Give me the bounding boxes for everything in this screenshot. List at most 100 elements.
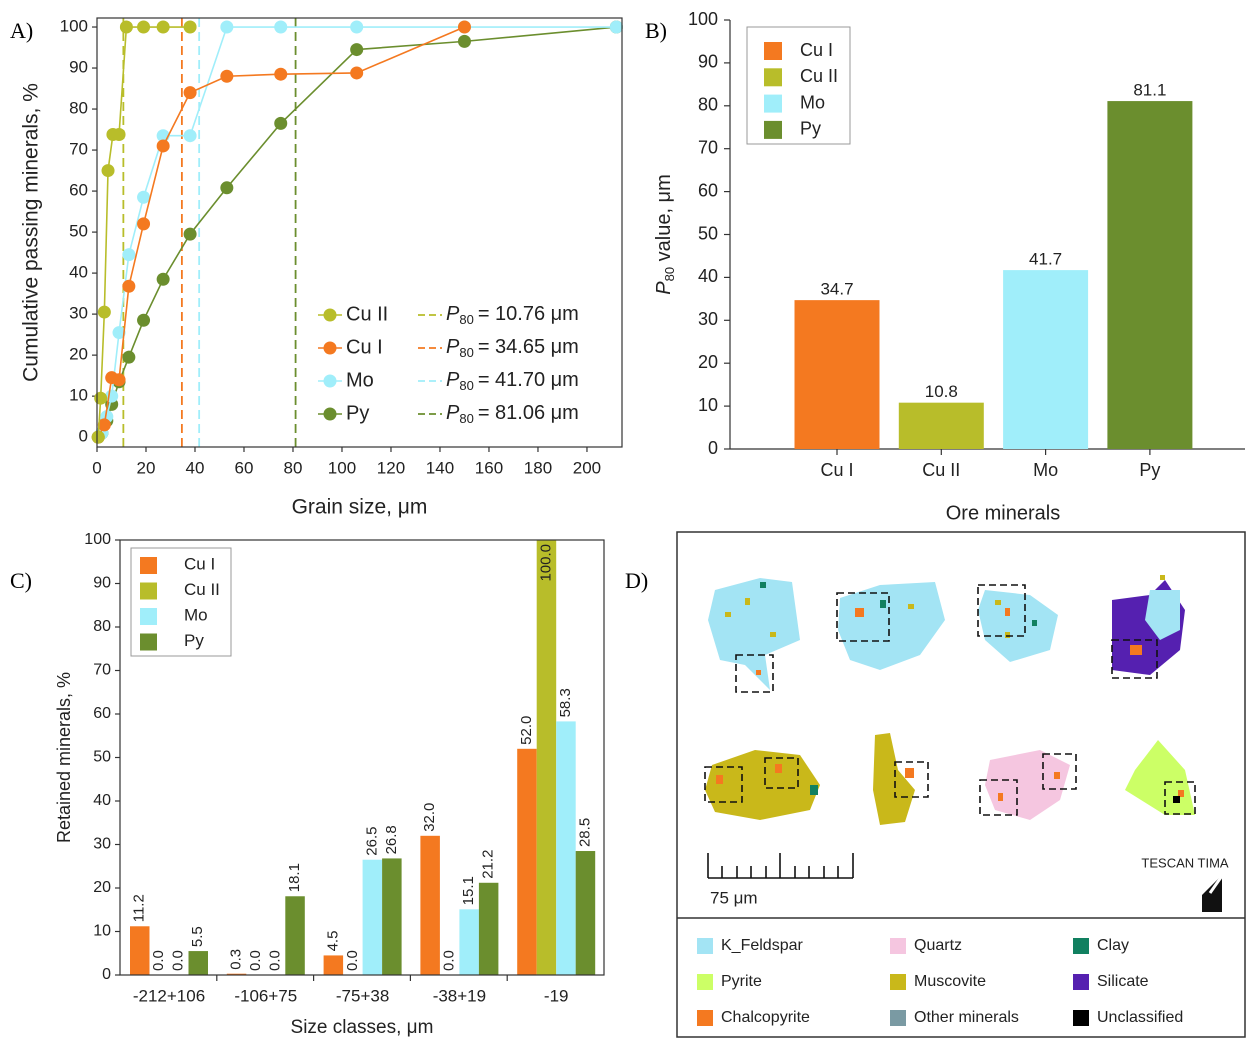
point xyxy=(120,21,133,34)
y-tick-label: 40 xyxy=(93,792,111,809)
x-tick-label: 180 xyxy=(524,458,552,477)
legend-marker xyxy=(324,342,337,355)
point xyxy=(122,280,135,293)
legend-swatch xyxy=(1073,1010,1089,1026)
y-tick-label: 100 xyxy=(84,531,111,548)
legend-swatch xyxy=(697,1010,713,1026)
y-tick-label: 50 xyxy=(93,749,111,766)
value-label: 32.0 xyxy=(421,803,438,832)
x-axis-label: Ore minerals xyxy=(946,502,1060,524)
y-tick-label: 90 xyxy=(698,52,718,72)
point xyxy=(184,228,197,241)
value-label: 0.0 xyxy=(247,950,264,971)
panel-label: B) xyxy=(645,18,667,43)
value-label: 81.1 xyxy=(1133,81,1166,100)
figure: D) 75 μm TESCAN TIMA A)01020304050607080… xyxy=(0,0,1247,1039)
point xyxy=(94,392,107,405)
point xyxy=(458,35,471,48)
x-tick-label: 120 xyxy=(377,458,405,477)
legend-label: Quartz xyxy=(914,937,962,954)
value-label: 0.0 xyxy=(150,950,167,971)
legend-label: Chalcopyrite xyxy=(721,1009,810,1026)
point xyxy=(122,248,135,261)
y-tick-label: 30 xyxy=(93,836,111,853)
y-tick-label: 30 xyxy=(698,309,718,329)
p80-value: = 34.65 μm xyxy=(478,336,579,358)
panel-label: C) xyxy=(10,568,32,593)
legend-label: Py xyxy=(184,631,204,650)
scale-label: 75 μm xyxy=(710,888,758,907)
p-symbol: P xyxy=(446,369,460,391)
y-tick-label: 70 xyxy=(698,137,718,157)
y-tick-label: 0 xyxy=(102,966,111,983)
y-tick-label: 50 xyxy=(69,222,88,241)
y-tick-label: 40 xyxy=(698,266,718,286)
legend-swatch xyxy=(140,557,157,574)
y-tick-label: 30 xyxy=(69,304,88,323)
legend-label: Unclassified xyxy=(1097,1009,1183,1026)
point xyxy=(184,129,197,142)
point xyxy=(458,21,471,34)
y-tick-label: 10 xyxy=(69,386,88,405)
value-label: 4.5 xyxy=(324,931,341,952)
bar xyxy=(537,540,557,975)
x-tick-label: -19 xyxy=(544,986,569,1005)
p-symbol: P xyxy=(446,402,460,424)
panel-label: D) xyxy=(625,568,648,593)
x-tick-label: Cu I xyxy=(820,460,853,480)
bar xyxy=(517,749,537,975)
legend-label: Clay xyxy=(1097,937,1129,954)
y-axis-label: P80 value, μm xyxy=(653,174,677,294)
legend-label: P80= 81.06 μm xyxy=(446,402,579,426)
p80-value: = 81.06 μm xyxy=(478,402,579,424)
legend-swatch xyxy=(697,974,713,990)
x-tick-label: 0 xyxy=(92,458,101,477)
y-tick-label: 80 xyxy=(69,99,88,118)
legend-swatch xyxy=(1073,938,1089,954)
y-tick-label: 20 xyxy=(69,345,88,364)
legend-label: Pyrite xyxy=(721,973,762,990)
p80-value: = 10.76 μm xyxy=(478,303,579,325)
brand: TESCAN TIMA xyxy=(1141,855,1228,870)
panel-label: A) xyxy=(10,18,33,43)
point xyxy=(610,21,623,34)
y-tick-label: 90 xyxy=(93,575,111,592)
x-tick-label: 20 xyxy=(137,458,156,477)
inclusion xyxy=(1173,796,1180,803)
point xyxy=(113,373,126,386)
value-label: 34.7 xyxy=(820,280,853,299)
legend-swatch xyxy=(764,95,782,113)
point xyxy=(157,21,170,34)
p-symbol: P xyxy=(653,281,675,295)
x-tick-label: 40 xyxy=(186,458,205,477)
bar xyxy=(1107,101,1192,449)
point xyxy=(350,66,363,79)
point xyxy=(102,164,115,177)
point xyxy=(274,68,287,81)
y-tick-label: 40 xyxy=(69,263,88,282)
x-tick-label: 140 xyxy=(426,458,454,477)
x-axis-label: Grain size, μm xyxy=(292,496,428,519)
legend-marker xyxy=(324,408,337,421)
y-tick-label: 70 xyxy=(69,140,88,159)
legend-swatch xyxy=(890,938,906,954)
value-label: 15.1 xyxy=(460,876,477,905)
p-symbol: P xyxy=(446,303,460,325)
series-line xyxy=(98,27,464,437)
bar xyxy=(130,926,150,975)
p80-value: = 41.70 μm xyxy=(478,369,579,391)
legend-label: Mo xyxy=(184,605,208,624)
p-subscript: 80 xyxy=(459,345,473,360)
value-label: 18.1 xyxy=(286,863,303,892)
point xyxy=(122,351,135,364)
x-tick-label: 200 xyxy=(573,458,601,477)
point xyxy=(184,21,197,34)
bar xyxy=(285,896,305,975)
legend-label: Other minerals xyxy=(914,1009,1019,1026)
point xyxy=(105,390,118,403)
y-tick-label: 70 xyxy=(93,662,111,679)
value-label: 28.5 xyxy=(576,818,593,847)
x-tick-label: 160 xyxy=(475,458,503,477)
legend-swatch xyxy=(890,974,906,990)
legend-label: Mo xyxy=(346,369,374,391)
